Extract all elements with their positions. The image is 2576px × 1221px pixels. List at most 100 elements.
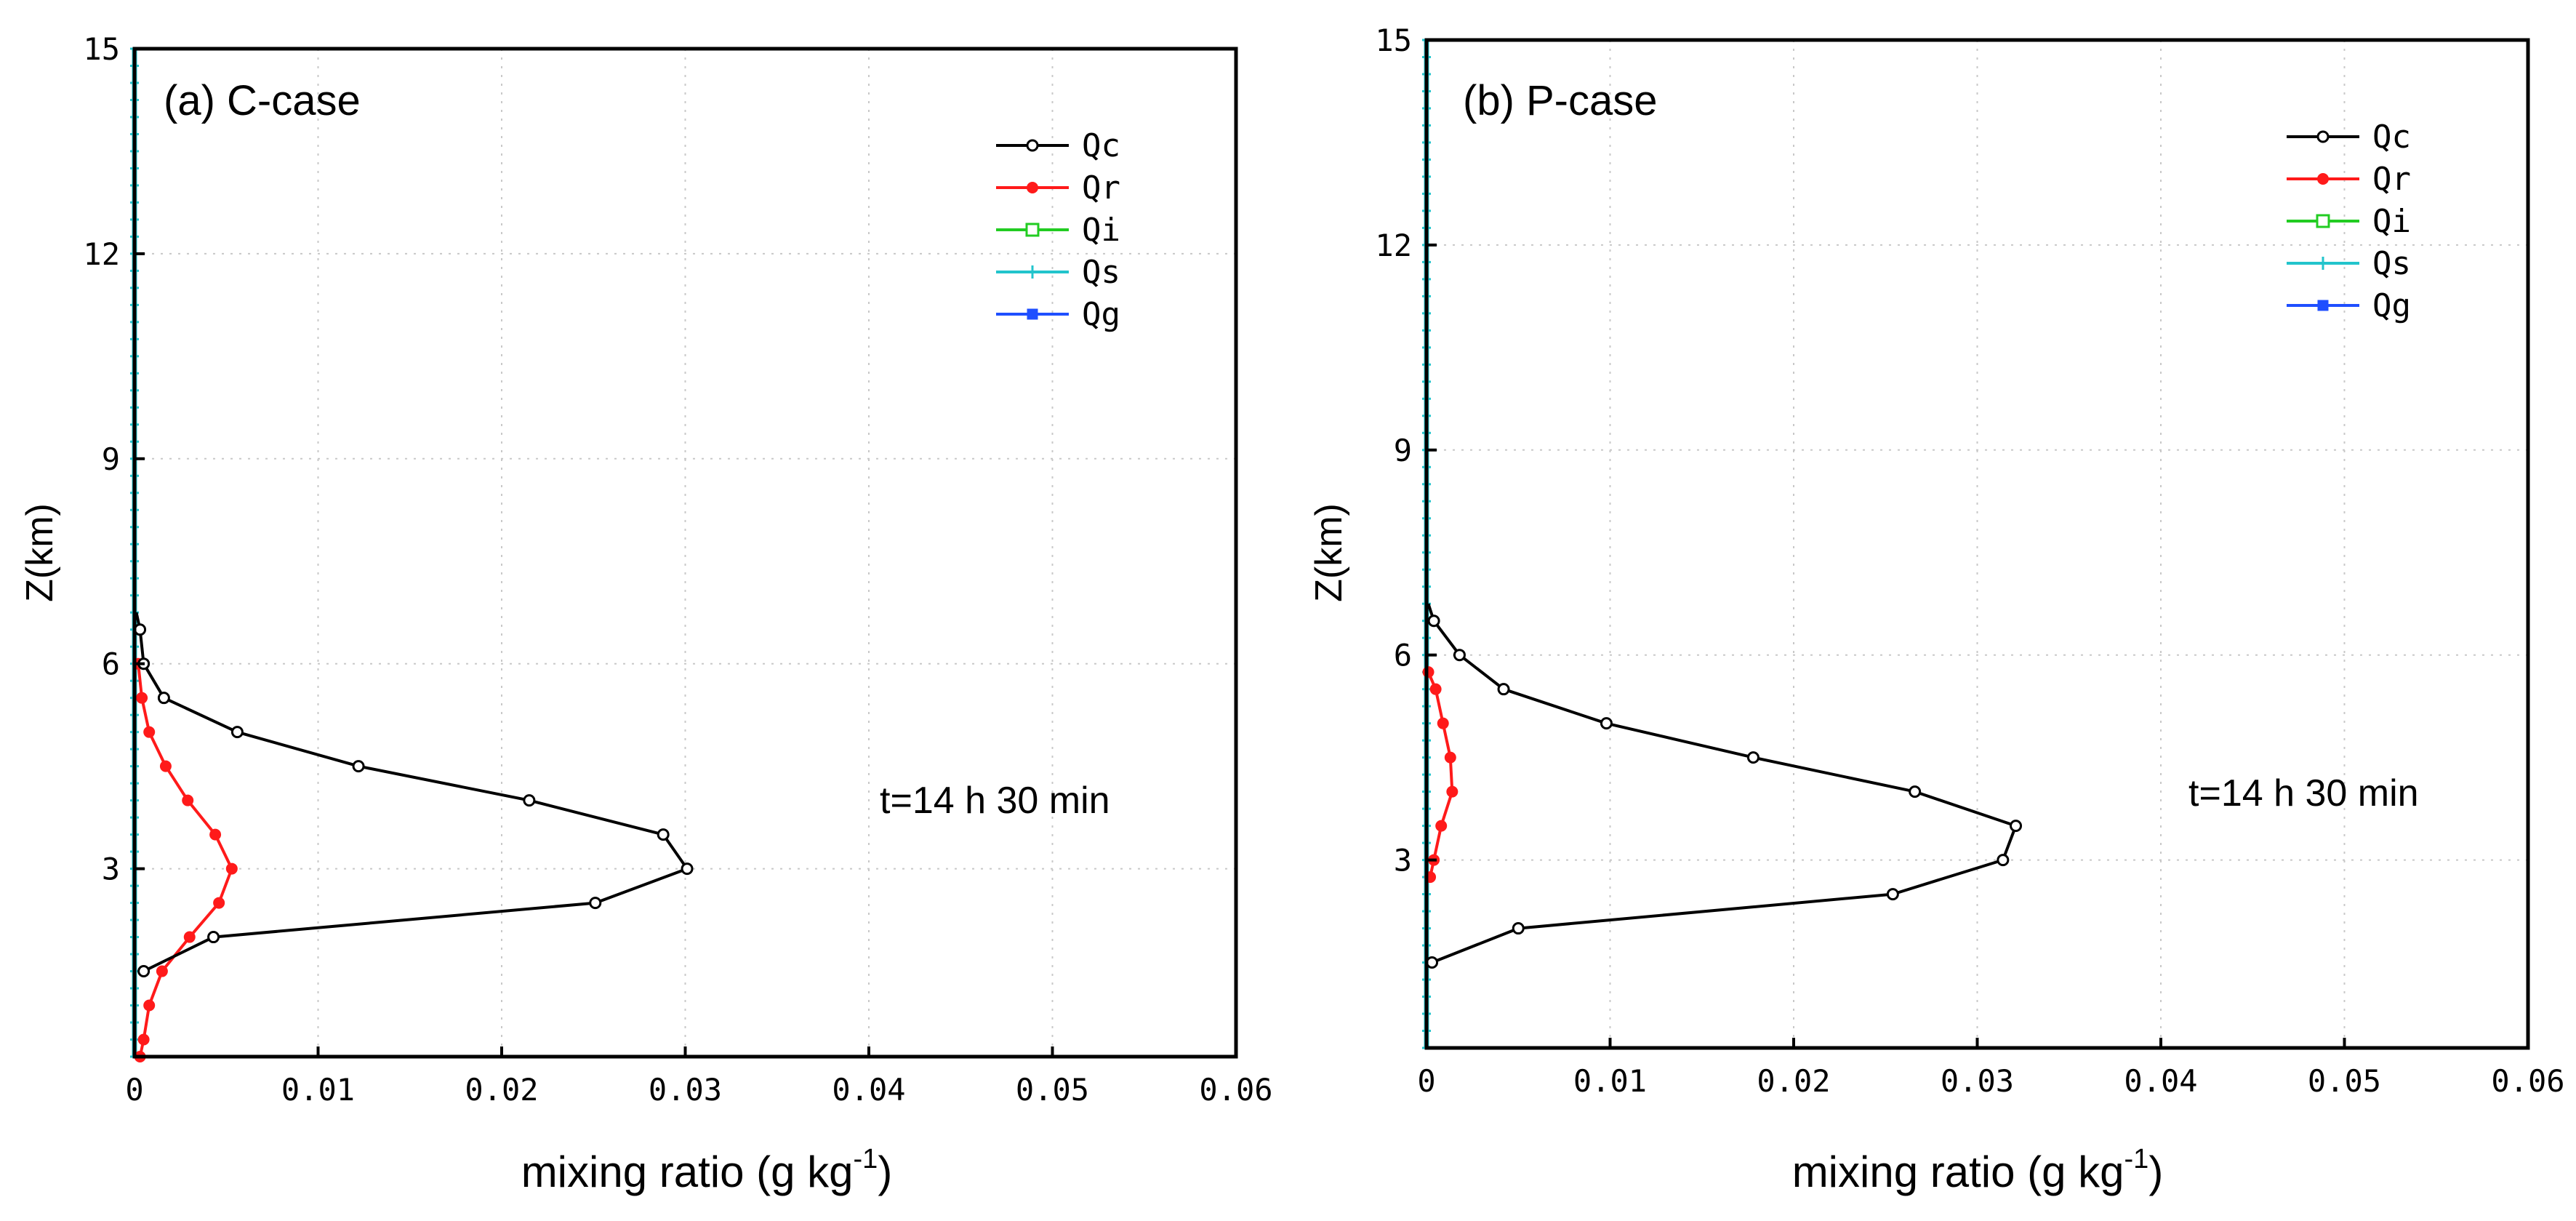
panel-b-legend-label: Qc (2372, 119, 2411, 156)
panel-a-legend-label: Qg (1082, 296, 1120, 333)
panel-a-qc-point (523, 794, 536, 807)
panel-b-marks (1422, 39, 2023, 1049)
panel-a-x-tick-labels: 0 0.01 0.02 0.03 0.04 0.05 0.06 (125, 1072, 1272, 1108)
panel-b-qc-point (1746, 751, 1760, 764)
panel-b-qc-point (1512, 922, 1525, 935)
panel-a-legend-marker (1026, 265, 1039, 279)
panel-a-qc-point (207, 931, 220, 944)
panel-b-legend-marker (2316, 130, 2330, 143)
panel-b-xlabel-end: ) (2148, 1148, 2163, 1196)
panel-a-legend-marker (1027, 182, 1038, 193)
panel-b-y-tick-label: 9 (1394, 433, 1412, 468)
panel-a-qc-point (137, 965, 151, 978)
panel-a-qc-point (589, 897, 602, 910)
panel-a-x-tick-label: 0.03 (649, 1072, 722, 1108)
panel-b-qr-point (1446, 785, 1458, 798)
panel-a-x-tick-label: 0.02 (465, 1072, 538, 1108)
panel-b-grid (1427, 40, 2528, 1048)
panel-b-annotation: t=14 h 30 min (2188, 772, 2419, 814)
panel-a-qr-point (213, 897, 225, 909)
panel-a-legend-entry-qi: Qi (996, 212, 1120, 249)
panel-b-legend-marker (2316, 257, 2330, 270)
panel-b-ylabel: Z(km) (1308, 503, 1350, 602)
panel-a-legend-label: Qr (1082, 169, 1120, 207)
panel-b-ticks (1425, 39, 2529, 1048)
panel-a-qc-point (157, 692, 170, 705)
panel-a-xlabel-sup: -1 (854, 1144, 878, 1174)
panel-a-qr-point (136, 692, 148, 704)
panel-a-qr-point (143, 999, 156, 1012)
panel-a-y-tick-label: 6 (102, 646, 120, 682)
panel-a-qc-point (681, 862, 694, 876)
panel-a-ticks (133, 47, 1237, 1057)
panel-b-xlabel-main: mixing ratio (g kg (1792, 1148, 2124, 1196)
panel-b-qr-point (1429, 683, 1442, 695)
panel-a-annotation: t=14 h 30 min (880, 780, 1110, 822)
panel-b-legend-entry-qc: Qc (2287, 119, 2411, 156)
panel-b-qr-point (1444, 751, 1456, 764)
panel-a-legend-entry-qc: Qc (996, 127, 1120, 164)
panel-a-legend-marker (1025, 223, 1040, 237)
panel-a-series-qr (132, 657, 238, 1062)
panel-a-x-tick-label: 0.04 (832, 1072, 905, 1108)
panel-b-x-tick-label: 0 (1417, 1063, 1435, 1099)
panel-a-qc-point (352, 760, 365, 773)
panel-a-legend-label: Qs (1082, 254, 1120, 291)
panel-b-title: (b) P-case (1463, 77, 1658, 124)
panel-a-qr-point (137, 1033, 150, 1046)
panel-b-x-tick-label: 0.05 (2308, 1063, 2381, 1099)
panel-a-legend-marker (1026, 139, 1039, 152)
panel-a-y-tick-label: 3 (102, 852, 120, 887)
panel-b-x-tick-label: 0.03 (1941, 1063, 2014, 1099)
panel-b: 0 0.01 0.02 0.03 0.04 0.05 0.06 3 6 9 12 15 (b) P-… (1308, 23, 2565, 1196)
panel-b-legend-entry-qg: Qg (2287, 287, 2411, 324)
panel-b-qc-point (1497, 683, 1510, 696)
panel-b-qc-point (1427, 614, 1440, 628)
panel-a-xlabel: mixing ratio (g kg-1) (521, 1144, 893, 1196)
panel-a-qr-point (182, 794, 194, 806)
panel-a-y-tick-labels: 3 6 9 12 15 (83, 31, 120, 887)
panel-a-qr-point (156, 965, 168, 977)
panel-b-qc-point (1909, 785, 1922, 798)
panel-b-y-tick-label: 15 (1375, 23, 1412, 58)
panel-a-qr-point (159, 760, 172, 772)
panel-b-legend-label: Qs (2372, 245, 2411, 282)
panel-a-x-tick-label: 0 (125, 1072, 143, 1108)
panel-b-legend-label: Qr (2372, 161, 2411, 198)
panel-a-marks (130, 47, 694, 1062)
panel-b-y-tick-labels: 3 6 9 12 15 (1375, 23, 1412, 878)
panel-b-xlabel: mixing ratio (g kg-1) (1792, 1144, 2164, 1196)
panel-b-qc-point (2010, 820, 2023, 833)
panel-a-qr-point (225, 862, 238, 875)
panel-b-qc-line (1427, 603, 2018, 964)
panel-a-x-tick-label: 0.05 (1016, 1072, 1089, 1108)
panel-b-legend-marker (2317, 173, 2329, 185)
panel-b-qc-point (1997, 854, 2010, 867)
panel-a-legend-label: Qi (1082, 212, 1120, 249)
panel-b-legend: Qc Qr Qi Qs Qg (2287, 119, 2411, 324)
panel-a-y-tick-label: 12 (83, 236, 120, 272)
panel-a-x-tick-label: 0.01 (281, 1072, 355, 1108)
panel-a-legend-entry-qg: Qg (996, 296, 1120, 333)
panel-a-qr-point (183, 931, 196, 943)
panel-b-legend-label: Qi (2372, 203, 2411, 240)
panel-b-legend-marker (2316, 214, 2330, 228)
panel-b-qr-point (1435, 820, 1448, 832)
panel-a-grid (135, 49, 1236, 1057)
panel-a: 0 0.01 0.02 0.03 0.04 0.05 0.06 3 6 9 12 15 (a) C-… (19, 31, 1273, 1196)
panel-b-x-tick-label: 0.01 (1573, 1063, 1647, 1099)
panel-a-y-tick-label: 15 (83, 31, 120, 67)
panel-a-qr-point (143, 726, 156, 738)
panel-a-legend: Qc Qr Qi Qs Qg (996, 127, 1120, 333)
panel-b-xlabel-sup: -1 (2124, 1144, 2149, 1174)
panel-a-ylabel: Z(km) (19, 503, 61, 602)
panel-a-qc-point (230, 726, 244, 739)
panel-a-legend-label: Qc (1082, 127, 1120, 164)
panel-b-legend-marker (2317, 300, 2329, 311)
panel-a-qc-point (657, 828, 670, 841)
panel-b-series-qr (1422, 666, 1458, 884)
panel-b-legend-label: Qg (2372, 287, 2411, 324)
panel-b-x-tick-label: 0.04 (2124, 1063, 2197, 1099)
panel-b-qr-line (1427, 671, 1454, 878)
